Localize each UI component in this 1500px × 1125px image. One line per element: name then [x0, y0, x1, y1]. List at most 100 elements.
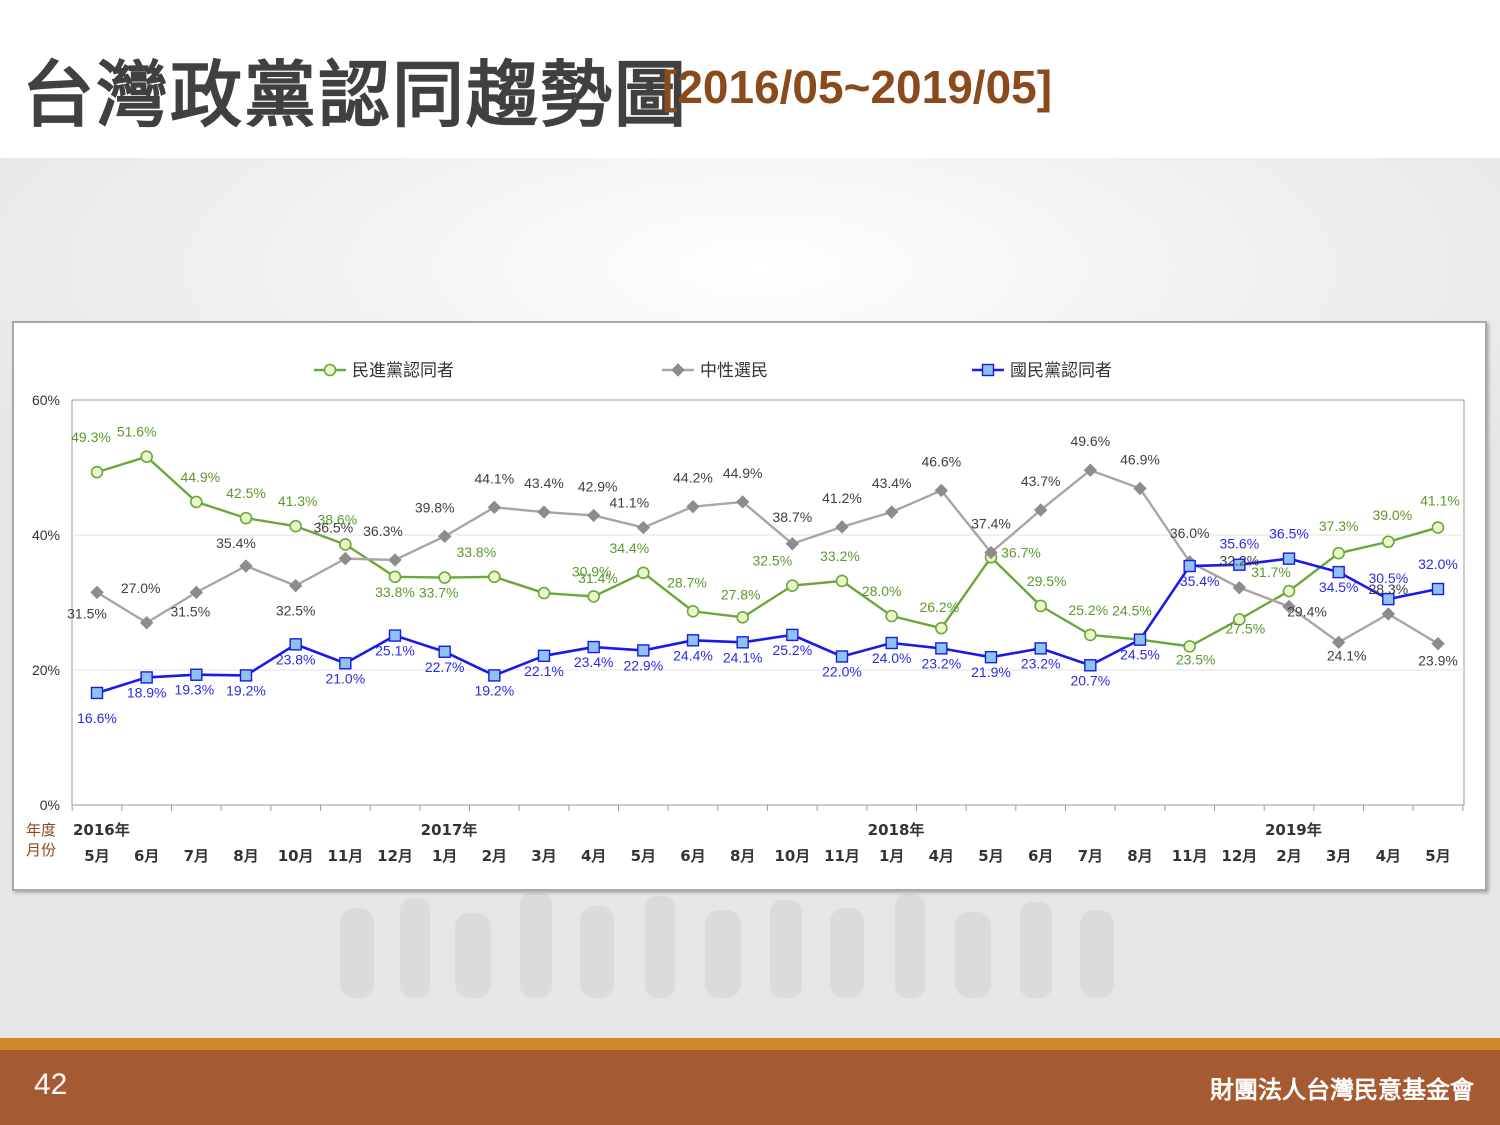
data-label: 24.4% [673, 647, 713, 663]
data-label: 27.0% [121, 580, 161, 596]
data-point [1133, 481, 1147, 496]
data-point [835, 520, 849, 534]
data-label: 28.3% [1368, 581, 1408, 597]
data-label: 21.0% [325, 670, 365, 686]
organization-name: 財團法人台灣民意基金會 [1210, 1076, 1474, 1104]
data-point [1232, 580, 1247, 595]
x-tick-label: 11月 [327, 847, 363, 865]
data-label: 30.9% [572, 563, 612, 579]
data-label: 38.6% [317, 511, 357, 527]
data-point [1282, 552, 1296, 565]
data-label: 24.1% [1327, 647, 1367, 663]
data-label: 36.5% [313, 520, 353, 536]
data-point [487, 500, 502, 515]
data-point [1381, 607, 1396, 621]
data-label: 44.1% [474, 470, 514, 486]
data-label: 30.5% [1368, 570, 1408, 586]
slide-title: 台灣政黨認同趨勢圖 [22, 53, 689, 137]
year-label: 2017年 [421, 821, 478, 839]
data-point [934, 483, 949, 498]
data-point [885, 636, 898, 650]
data-point [786, 628, 799, 642]
data-label: 36.0% [1170, 525, 1210, 541]
data-label: 28.7% [667, 574, 707, 590]
x-tick-label: 4月 [929, 847, 954, 865]
data-label: 32.0% [1418, 556, 1458, 572]
x-tick-label: 8月 [1127, 847, 1152, 865]
data-label: 22.0% [822, 664, 862, 680]
chart-series [90, 450, 1445, 700]
data-label: 36.7% [1001, 544, 1041, 560]
data-point [637, 566, 650, 580]
data-point [636, 520, 651, 535]
data-label: 44.9% [723, 465, 763, 481]
data-label: 19.2% [474, 682, 514, 698]
data-point [239, 559, 253, 573]
data-point [1083, 463, 1098, 477]
data-label: 27.8% [721, 586, 761, 602]
data-point [139, 616, 154, 630]
x-tick-label: 10月 [278, 847, 314, 865]
x-tick-label: 2月 [1276, 847, 1301, 865]
data-point [1431, 521, 1445, 534]
data-point [984, 545, 998, 560]
series-line [96, 557, 1439, 695]
chart-legend: 民進黨認同者 中性選民 國民黨認同者 [314, 361, 1112, 381]
data-point [339, 657, 352, 670]
series-line [96, 455, 1439, 648]
data-point [1332, 546, 1345, 560]
x-tick-label: 12月 [1221, 847, 1257, 865]
data-label: 49.3% [71, 429, 111, 445]
x-tick-label: 2月 [482, 847, 507, 865]
x-tick-label: 5月 [631, 847, 656, 865]
data-point [1332, 565, 1345, 579]
data-label: 19.2% [226, 682, 266, 698]
data-point [587, 640, 600, 654]
x-tick-label: 3月 [531, 847, 556, 865]
data-label: 24.0% [872, 650, 912, 666]
data-label: 23.9% [1418, 653, 1458, 669]
data-point [437, 529, 452, 544]
data-label: 24.5% [1112, 603, 1152, 619]
data-point [190, 668, 203, 681]
slide-subtitle: [2016/05~2019/05] [662, 61, 1053, 113]
data-point [1033, 503, 1048, 517]
data-point [189, 585, 204, 600]
data-label: 31.7% [1251, 564, 1291, 580]
data-point [239, 511, 253, 525]
data-point [388, 629, 402, 642]
data-point [785, 537, 800, 551]
data-point [190, 495, 203, 509]
series-line [96, 468, 1439, 645]
data-label: 29.4% [1287, 604, 1327, 620]
data-label: 46.6% [921, 453, 961, 469]
data-point [239, 669, 253, 682]
y-tick-label: 40% [32, 527, 60, 543]
data-label: 41.1% [1420, 493, 1460, 509]
data-label: 43.4% [524, 475, 564, 491]
crowd-silhouette-decoration [340, 893, 1114, 998]
x-tick-label: 5月 [978, 847, 1003, 865]
data-point [338, 551, 353, 566]
data-label: 43.4% [872, 475, 912, 491]
data-label: 38.7% [772, 509, 812, 525]
y-tick-label: 20% [32, 662, 60, 678]
data-label: 25.1% [375, 643, 415, 659]
data-label: 34.4% [609, 540, 649, 556]
data-point [1133, 633, 1147, 646]
data-point [736, 611, 749, 624]
data-point [786, 579, 799, 592]
data-point [1233, 613, 1246, 626]
legend-entry: 中性選民 [700, 361, 768, 381]
data-point [686, 499, 700, 514]
data-point [1034, 599, 1047, 613]
data-label: 23.4% [574, 654, 614, 670]
data-label: 49.6% [1070, 433, 1110, 449]
data-label: 44.2% [673, 470, 713, 486]
data-label: 21.9% [971, 664, 1011, 680]
x-tick-label: 5月 [84, 847, 109, 865]
data-point [388, 553, 402, 567]
data-label: 33.2% [820, 548, 860, 564]
data-label: 25.2% [772, 642, 812, 658]
